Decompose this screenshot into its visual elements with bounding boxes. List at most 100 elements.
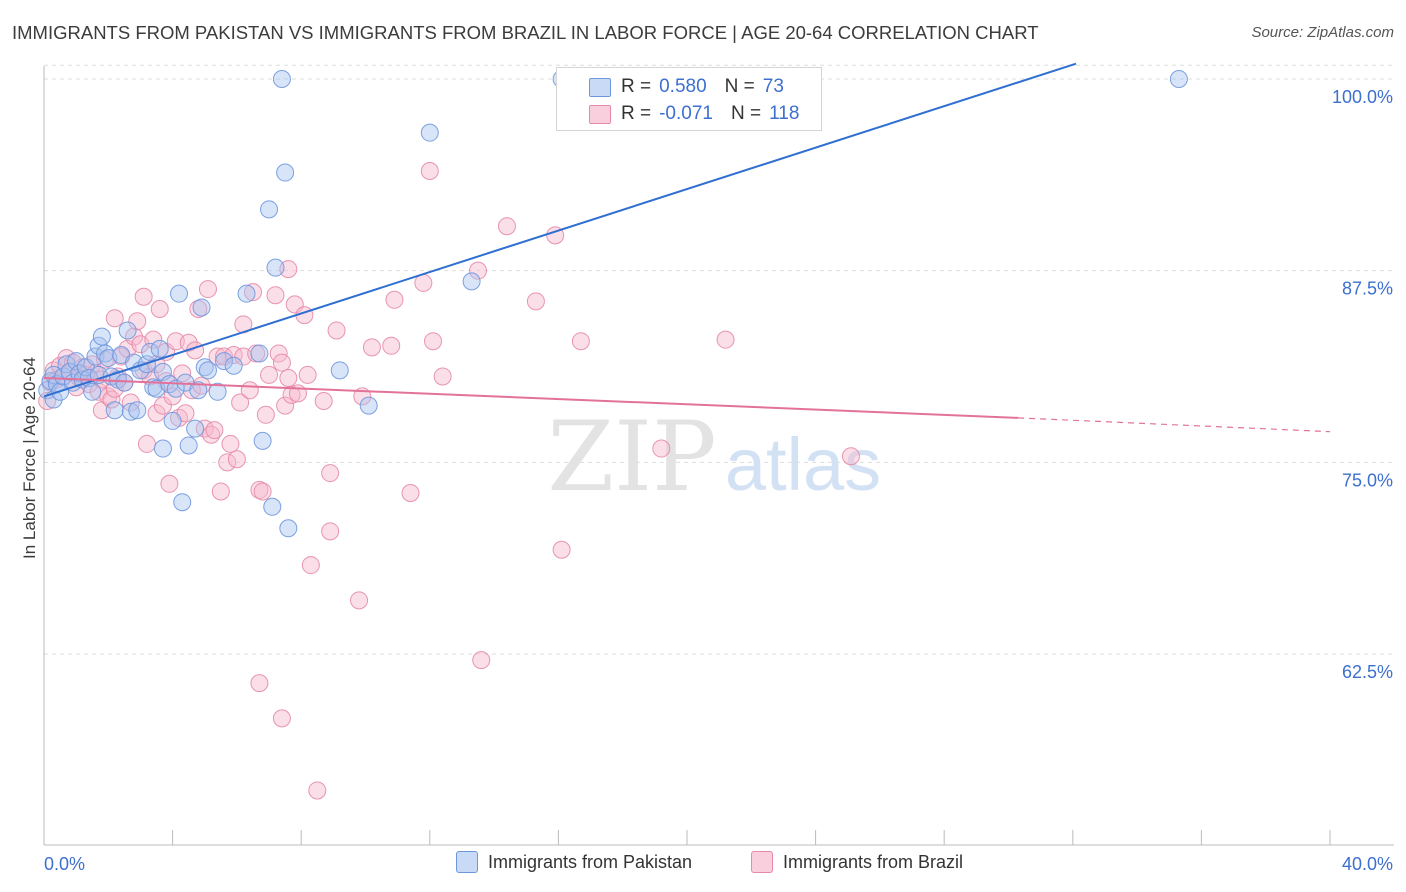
brazil-point	[250, 480, 269, 499]
brazil-point	[327, 321, 346, 340]
pakistan-point	[420, 123, 439, 142]
correlation-legend: R = 0.580 N = 73 R = -0.071 N = 118	[556, 67, 822, 131]
brazil-trend-line	[43, 377, 1019, 419]
brazil-point	[308, 781, 327, 800]
pakistan-point	[105, 401, 124, 420]
brazil-point	[382, 336, 401, 355]
brazil-point	[472, 651, 491, 670]
legend-row-brazil: R = -0.071 N = 118	[589, 103, 800, 125]
brazil-point	[497, 217, 516, 236]
pakistan-point	[237, 284, 256, 303]
brazil-point	[189, 300, 208, 318]
brazil-point	[240, 381, 259, 400]
brazil-point	[182, 381, 201, 400]
brazil-point	[218, 453, 237, 472]
brazil-point	[301, 556, 320, 575]
brazil-point	[420, 162, 439, 180]
brazil-point	[841, 447, 860, 466]
pakistan-point	[86, 347, 105, 366]
brazil-point	[215, 347, 234, 366]
watermark-zip: ZIP	[547, 401, 716, 513]
y-tick-label: 87.5%	[1342, 279, 1393, 299]
brazil-point	[166, 332, 185, 351]
legend-r-value: -0.071	[659, 103, 713, 124]
pakistan-point	[272, 70, 291, 88]
brazil-point	[272, 709, 291, 728]
brazil-point	[128, 312, 147, 331]
legend-n-value: 73	[762, 76, 784, 97]
pakistan-point	[186, 419, 205, 438]
pakistan-point	[263, 497, 282, 516]
legend-n-label: N =	[730, 103, 762, 124]
brazil-point	[401, 484, 420, 502]
brazil-point	[205, 421, 224, 440]
brazil-point	[385, 290, 404, 309]
brazil-point	[137, 434, 156, 453]
brazil-point	[279, 369, 298, 387]
pakistan-point	[266, 258, 285, 277]
pakistan-point	[253, 431, 272, 450]
brazil-point	[652, 439, 671, 458]
pakistan-point	[224, 356, 243, 375]
source-label: Source: ZipAtlas.com	[1251, 24, 1394, 41]
brazil-trend-extension	[1018, 417, 1331, 433]
brazil-point	[298, 365, 317, 384]
brazil-point	[208, 347, 227, 366]
legend-r-label: R =	[621, 103, 652, 124]
pakistan-point	[115, 373, 134, 392]
x-tick-label: 40.0%	[1342, 854, 1393, 874]
pakistan-point	[121, 402, 140, 421]
brazil-legend-label: Immigrants from Brazil	[783, 851, 964, 872]
brazil-point	[469, 261, 488, 280]
brazil-point	[314, 392, 333, 410]
brazil-point	[105, 309, 124, 328]
watermark: ZIP atlas	[547, 401, 881, 513]
brazil-point	[276, 396, 295, 415]
pakistan-point	[215, 352, 234, 371]
brazil-point	[211, 482, 230, 501]
pakistan-trend-line	[43, 62, 1077, 398]
brazil-point	[272, 353, 291, 372]
legend-n-value: 118	[769, 103, 800, 124]
legend-r-label: R =	[621, 76, 652, 97]
brazil-point	[231, 393, 250, 412]
brazil-point	[160, 474, 179, 493]
pakistan-point	[118, 321, 137, 340]
brazil-point	[102, 390, 121, 409]
legend-r-value: 0.580	[659, 76, 707, 97]
pakistan-point	[208, 382, 227, 401]
y-tick-label: 100.0%	[1332, 87, 1393, 107]
y-tick-label: 75.0%	[1342, 470, 1393, 490]
brazil-point	[227, 450, 246, 469]
brazil-point	[147, 404, 166, 423]
pakistan-point	[92, 327, 111, 346]
brazil-point	[321, 522, 340, 541]
pakistan-point	[462, 272, 481, 291]
brazil-point	[250, 674, 269, 693]
brazil-point	[266, 286, 285, 305]
legend-row-pakistan: R = 0.580 N = 73	[589, 76, 784, 98]
pakistan-point	[189, 381, 208, 400]
brazil-swatch	[589, 104, 611, 124]
brazil-point	[179, 333, 198, 352]
y-tick-label: 62.5%	[1342, 662, 1393, 682]
brazil-point	[279, 260, 298, 279]
pakistan-point	[83, 382, 102, 401]
brazil-point	[153, 396, 172, 415]
brazil-point	[571, 332, 590, 351]
brazil-point	[350, 591, 369, 610]
brazil-point	[134, 287, 153, 306]
brazil-point	[221, 434, 240, 453]
brazil-point	[424, 332, 443, 351]
pakistan-legend-label: Immigrants from Pakistan	[488, 851, 693, 872]
brazil-legend-swatch	[751, 851, 773, 873]
brazil-point	[243, 283, 262, 302]
brazil-point	[282, 385, 301, 404]
brazil-point	[321, 464, 340, 483]
pakistan-point	[195, 358, 214, 377]
brazil-point	[433, 367, 452, 386]
pakistan-point	[250, 344, 269, 363]
pakistan-legend-swatch	[456, 851, 478, 873]
pakistan-point	[330, 361, 349, 380]
